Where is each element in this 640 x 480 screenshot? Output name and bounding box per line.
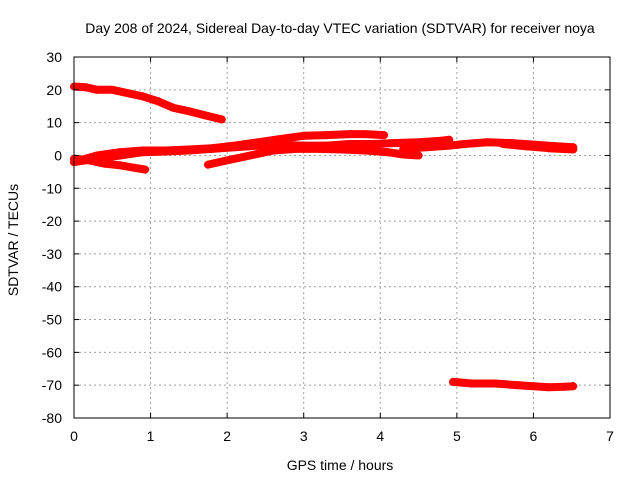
data-point-marker xyxy=(184,146,193,155)
data-point-marker xyxy=(138,148,147,157)
data-point-marker xyxy=(544,144,553,153)
plot-frame xyxy=(73,56,611,419)
series-trace xyxy=(204,144,423,169)
data-point-marker xyxy=(154,97,163,106)
data-point-marker xyxy=(299,131,308,140)
series-trace xyxy=(498,140,578,154)
series-trace xyxy=(70,82,226,124)
x-tick-label: 7 xyxy=(606,428,614,444)
data-point-marker xyxy=(544,383,553,392)
data-point-marker xyxy=(200,111,209,120)
y-tick-label: -60 xyxy=(42,344,62,360)
data-point-marker xyxy=(514,381,523,390)
data-point-marker xyxy=(521,142,530,151)
data-point-marker xyxy=(292,144,301,153)
data-point-marker xyxy=(380,131,389,140)
data-point-marker xyxy=(391,138,400,147)
data-point-marker xyxy=(108,85,117,94)
y-tick-label: 30 xyxy=(46,49,62,65)
data-point-marker xyxy=(569,382,578,391)
y-tick-label: -50 xyxy=(42,312,62,328)
series-track-h xyxy=(449,377,578,392)
data-point-marker xyxy=(123,89,132,98)
data-point-marker xyxy=(253,141,262,150)
data-point-marker xyxy=(204,160,212,169)
data-point-marker xyxy=(81,83,90,92)
data-point-marker xyxy=(569,145,578,154)
data-point-marker xyxy=(141,165,150,174)
data-point-marker xyxy=(449,377,458,386)
data-point-marker xyxy=(368,139,377,148)
data-point-marker xyxy=(115,151,124,160)
data-point-marker xyxy=(138,92,147,101)
data-point-marker xyxy=(92,85,101,94)
chart-title: Day 208 of 2024, Sidereal Day-to-day VTE… xyxy=(85,20,595,36)
data-point-marker xyxy=(345,130,354,139)
data-point-marker xyxy=(460,139,469,148)
data-point-marker xyxy=(414,151,423,160)
data-point-marker xyxy=(498,139,507,148)
data-point-marker xyxy=(169,103,178,112)
x-tick-label: 0 xyxy=(70,428,78,444)
data-point-marker xyxy=(422,143,431,152)
series-track-g xyxy=(498,139,578,154)
grid-lines xyxy=(74,57,610,418)
data-point-marker xyxy=(399,144,408,153)
data-point-marker xyxy=(230,143,239,152)
data-point-marker xyxy=(161,147,170,156)
data-point-marker xyxy=(269,146,278,155)
y-tick-label: -20 xyxy=(42,213,62,229)
series-trace xyxy=(449,377,578,392)
data-point-marker xyxy=(529,382,538,391)
x-tick-label: 5 xyxy=(453,428,461,444)
data-point-marker xyxy=(483,138,492,147)
data-point-marker xyxy=(246,151,255,160)
data-point-marker xyxy=(491,379,500,388)
data-point-marker xyxy=(115,161,124,170)
data-point-marker xyxy=(131,163,140,172)
data-point-marker xyxy=(184,107,193,116)
data-point-marker xyxy=(560,382,569,391)
y-tick-label: -80 xyxy=(42,410,62,426)
y-axis-label: SDTVAR / TECUs xyxy=(5,184,21,296)
y-tick-label: 20 xyxy=(46,82,62,98)
data-point-marker xyxy=(207,144,216,153)
data-point-marker xyxy=(383,148,392,157)
data-point-marker xyxy=(223,156,232,165)
data-point-marker xyxy=(217,115,226,124)
data-series xyxy=(70,82,578,392)
x-tick-label: 3 xyxy=(300,428,308,444)
data-point-marker xyxy=(360,146,369,155)
y-tick-label: 10 xyxy=(46,115,62,131)
y-tick-label: -40 xyxy=(42,279,62,295)
data-point-marker xyxy=(468,379,477,388)
data-point-marker xyxy=(445,141,454,150)
data-point-marker xyxy=(322,131,331,140)
data-point-marker xyxy=(315,144,324,153)
y-tick-label: -70 xyxy=(42,377,62,393)
data-point-marker xyxy=(92,154,101,163)
data-point-marker xyxy=(338,145,346,154)
x-tick-label: 2 xyxy=(223,428,231,444)
x-tick-label: 4 xyxy=(376,428,384,444)
y-tick-label: -30 xyxy=(42,246,62,262)
axis-ticks: 0 1 2 3 4 5 6 7 -80 -70 -60 -50 -40 -30 -20 -10 0 10 20 30 xyxy=(42,49,614,444)
y-tick-label: -10 xyxy=(42,180,62,196)
y-tick-label: 0 xyxy=(54,147,62,163)
x-axis-label: GPS time / hours xyxy=(287,457,394,473)
series-track-a xyxy=(70,82,226,124)
x-tick-label: 1 xyxy=(147,428,155,444)
data-point-marker xyxy=(360,130,369,139)
x-tick-label: 6 xyxy=(530,428,538,444)
